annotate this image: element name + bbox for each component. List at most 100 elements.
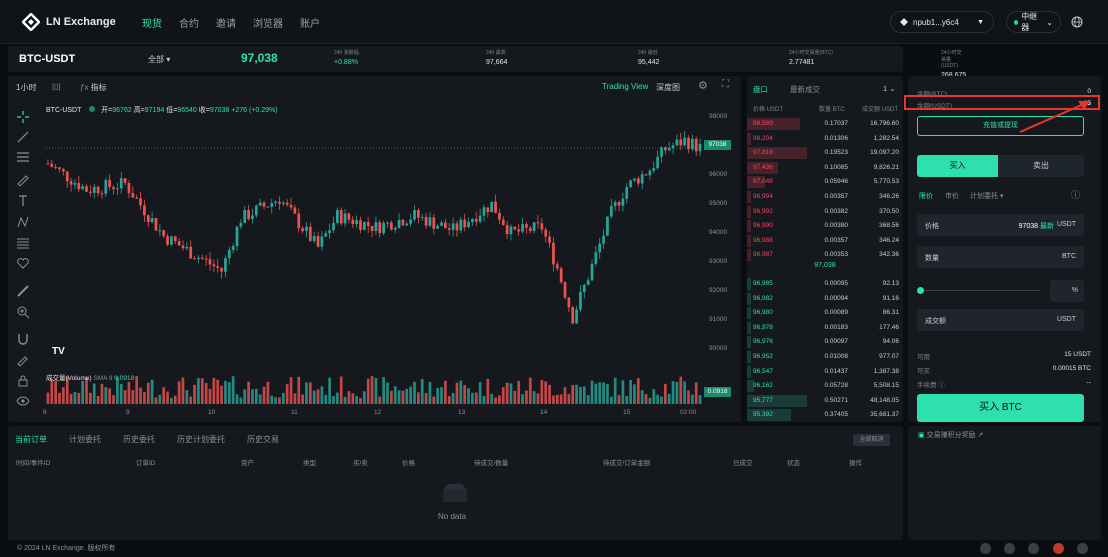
nav-account[interactable]: 账户 <box>300 19 320 30</box>
volume-bar <box>270 395 274 404</box>
settings-gear-icon[interactable]: ⚙ <box>698 80 708 92</box>
bid-row[interactable]: 96,547 0.01437 1,387.38 <box>747 365 903 379</box>
nav-explorer[interactable]: 浏览器 <box>253 19 283 30</box>
cancel-all-button[interactable]: 全部取消 <box>853 434 890 446</box>
limit-order-tab[interactable]: 限价 <box>919 193 933 200</box>
zoom-in-icon[interactable] <box>16 305 30 319</box>
sell-tab[interactable]: 卖出 <box>998 155 1084 177</box>
volume-bar <box>262 386 266 404</box>
nav-invite[interactable]: 邀请 <box>216 19 236 30</box>
tab-open-orders[interactable]: 当前订单 <box>15 435 47 444</box>
relay-selector[interactable]: 中继器 ⌄ <box>1006 11 1061 33</box>
candle-body <box>301 228 304 232</box>
ask-row[interactable]: 96,994 0.00357 346.26 <box>747 190 903 204</box>
ruler-icon[interactable] <box>16 284 30 298</box>
ask-row[interactable]: 96,990 0.00380 368.56 <box>747 219 903 233</box>
deposit-withdraw-button[interactable]: 充值或提现 <box>917 116 1084 136</box>
trend-line-icon[interactable] <box>16 130 30 144</box>
bid-row[interactable]: 96,162 0.05728 5,508.15 <box>747 379 903 393</box>
brush-icon[interactable] <box>16 172 30 186</box>
candle-body <box>521 224 524 232</box>
ask-row[interactable]: 97,819 0.19523 19,097.20 <box>747 146 903 160</box>
candle-type-icon[interactable]: |▯| <box>52 82 61 91</box>
market-filter[interactable]: 全部 ▾ <box>148 55 171 64</box>
price-input[interactable]: 价格 97038 最新 USDT <box>917 214 1084 236</box>
bid-row[interactable]: 96,982 0.00094 91.16 <box>747 292 903 306</box>
pair-name[interactable]: BTC-USDT <box>19 53 76 65</box>
buy-tab[interactable]: 买入 <box>917 155 998 177</box>
interval-selector[interactable]: 1小时 <box>16 83 37 92</box>
relay-label: 中继器 <box>1021 12 1038 32</box>
github-icon[interactable] <box>1004 543 1015 554</box>
crosshair-icon[interactable] <box>16 110 30 124</box>
tab-order-book[interactable]: 盘口 <box>753 85 768 94</box>
fib-icon[interactable] <box>16 236 30 250</box>
wallet-button[interactable]: npub1...y6c4 ▼ <box>890 11 994 33</box>
medium-icon[interactable] <box>1053 543 1064 554</box>
volume-bar <box>540 380 544 404</box>
tab-latest-trades[interactable]: 最新成交 <box>790 85 820 94</box>
tradingview-tab[interactable]: Trading View <box>602 82 649 91</box>
nav-futures[interactable]: 合约 <box>179 19 199 30</box>
indicators-button[interactable]: ƒx 指标 <box>80 83 107 92</box>
bid-row[interactable]: 96,978 0.00183 177.46 <box>747 321 903 335</box>
candle-body <box>698 143 702 152</box>
bid-row[interactable]: 96,985 0.00095 92.13 <box>747 277 903 291</box>
candle-body <box>143 205 146 216</box>
ask-row[interactable]: 97,436 0.10085 9,826.21 <box>747 161 903 175</box>
brand-logo[interactable]: LN Exchange <box>22 13 116 31</box>
telegram-icon[interactable] <box>1028 543 1039 554</box>
nostr-icon <box>900 18 908 26</box>
text-tool-icon[interactable] <box>16 194 30 208</box>
bid-row[interactable]: 96,980 0.00089 86.31 <box>747 306 903 320</box>
market-order-tab[interactable]: 市价 <box>945 193 959 200</box>
bid-row[interactable]: 95,392 0.37405 35,681.37 <box>747 408 903 422</box>
heart-icon[interactable] <box>16 256 30 270</box>
tab-order-history[interactable]: 历史委托 <box>123 435 155 444</box>
pattern-icon[interactable] <box>16 215 30 229</box>
horizontal-lines-icon[interactable] <box>16 150 30 164</box>
ask-row[interactable]: 96,988 0.00357 346.24 <box>747 234 903 248</box>
plan-order-tab[interactable]: 计划委托 ▾ <box>970 193 1004 200</box>
volume-bar <box>239 397 243 404</box>
globe-icon[interactable] <box>1071 16 1083 28</box>
ask-row[interactable]: 98,204 0.01306 1,282.54 <box>747 132 903 146</box>
fullscreen-icon[interactable]: ⛶ <box>722 79 729 90</box>
percent-slider[interactable] <box>920 290 1040 291</box>
volume-bar <box>671 381 675 404</box>
precision-selector[interactable]: 1 ⌄ <box>883 84 896 93</box>
ask-row[interactable]: 96,987 0.00353 342.36 <box>747 248 903 262</box>
candle-body <box>463 219 467 228</box>
amount-input[interactable]: 成交额 USDT <box>917 309 1084 331</box>
pencil-lock-icon[interactable] <box>16 352 30 366</box>
tab-trade-history[interactable]: 历史交易 <box>247 435 279 444</box>
magnet-icon[interactable] <box>16 332 30 346</box>
brand-name: LN Exchange <box>46 16 116 28</box>
buy-btc-button[interactable]: 买入 BTC <box>917 394 1084 422</box>
percent-input[interactable]: % <box>1050 280 1084 302</box>
mail-icon[interactable] <box>1077 543 1088 554</box>
candle-body <box>262 202 266 207</box>
candle-body <box>579 291 582 310</box>
ask-row[interactable]: 96,992 0.00382 370.50 <box>747 205 903 219</box>
depth-tab[interactable]: 深度图 <box>656 83 680 92</box>
twitter-icon[interactable] <box>980 543 991 554</box>
quantity-input[interactable]: 数量 BTC <box>917 246 1084 268</box>
volume-bar <box>363 391 366 404</box>
tab-plan-orders[interactable]: 计划委托 <box>69 435 101 444</box>
eye-icon[interactable] <box>16 394 30 408</box>
info-icon[interactable]: ⓘ <box>1071 190 1081 200</box>
candle-body <box>308 226 312 241</box>
bid-row[interactable]: 95,777 0.50271 48,148.05 <box>747 394 903 408</box>
slider-handle[interactable] <box>917 287 924 294</box>
candlestick-chart[interactable] <box>46 116 702 406</box>
bid-row[interactable]: 96,952 0.01008 977.07 <box>747 350 903 364</box>
tab-plan-history[interactable]: 历史计划委托 <box>177 435 225 444</box>
ask-row[interactable]: 97,049 0.05946 5,770.53 <box>747 175 903 189</box>
bid-row[interactable]: 96,976 0.00097 94.06 <box>747 335 903 349</box>
ask-row[interactable]: 98,589 0.17037 16,796.60 <box>747 117 903 131</box>
volume-bar <box>691 394 694 404</box>
nav-spot[interactable]: 现货 <box>142 19 162 30</box>
rewards-link[interactable]: ▣ 交易赚积分奖励 ↗ <box>918 432 984 439</box>
lock-icon[interactable] <box>16 374 30 388</box>
